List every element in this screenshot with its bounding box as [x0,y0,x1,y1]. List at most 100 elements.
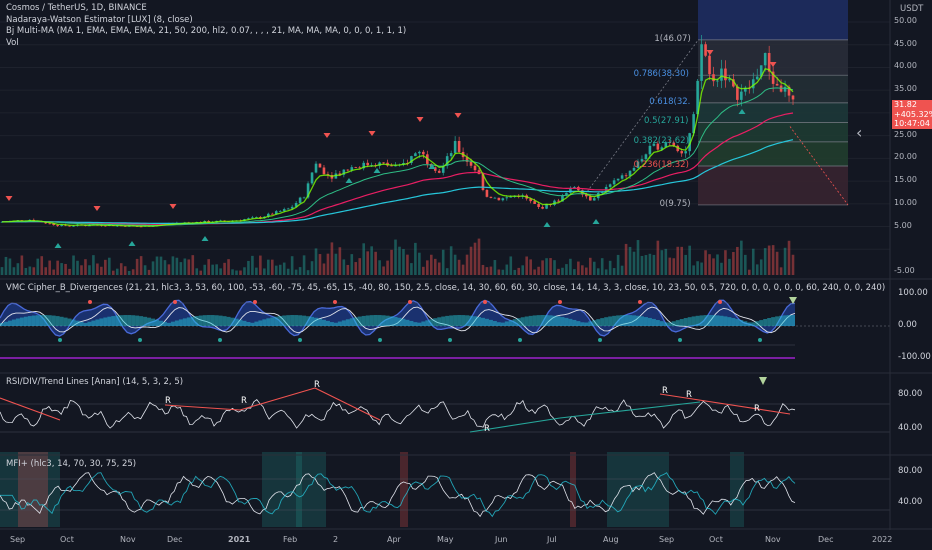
fib-label: 0.786(38.30) [633,69,689,80]
volume-bar [441,249,445,275]
cipher-mf-bar [357,316,362,326]
volume-bar [565,264,568,275]
volume-bar [215,264,218,275]
cipher-mf-bar [302,315,307,326]
volume-bar [414,242,417,275]
symbol-title[interactable]: Cosmos / TetherUS, 1D, BINANCE [6,3,147,13]
volume-bar [620,265,624,275]
candle-body [473,165,477,171]
volume-bar [628,246,632,275]
sell-signal-marker [769,62,777,67]
cipher-sell-dot [408,300,412,304]
candle-body [418,151,421,154]
cipher-mf-bar [318,318,322,326]
cipher-mf-bar [131,315,136,326]
buy-signal-marker [738,109,746,114]
cipher-pane-title[interactable]: VMC Cipher_B_Divergences (21, 21, hlc3, … [6,283,886,293]
candle-body [465,157,469,162]
volume-bar [163,260,167,275]
volume-bar [334,253,338,275]
candle-body [56,225,59,227]
candle-body [52,223,55,226]
cipher-mf-bar [421,321,426,326]
volume-bar [712,258,715,275]
candle-body [306,183,310,198]
nwe-line [1,68,794,227]
rsi-pane-title[interactable]: RSI/DIV/Trend Lines [Anan] (14, 5, 3, 2,… [6,377,184,387]
indicator-multima-label[interactable]: Bj Multi-MA (MA 1, EMA, EMA, EMA, 21, 50… [6,26,407,36]
volume-bar [350,254,354,275]
candle-body [68,225,71,227]
candle-body [588,196,592,201]
volume-bar [282,262,286,275]
mfi-pane-title[interactable]: MFI+ (hlc3, 14, 70, 30, 75, 25) [6,459,137,469]
cipher-mf-bar [254,321,259,326]
grid [0,21,890,250]
volume-bar [521,265,525,275]
candle-body [267,213,270,217]
buy-signal-marker [543,222,551,227]
cipher-mf-bar [222,316,227,326]
volume-bar [592,261,596,275]
cipher-mf-bar [715,315,720,326]
price-axis[interactable]: 50.0045.0040.0035.0030.0025.0020.0015.00… [890,0,932,278]
sell-signal-marker [368,131,376,136]
rsi-div-label-3: R [314,380,320,390]
candle-body [755,76,759,80]
price-tick: 25.00 [894,129,917,139]
candle-body [668,142,672,143]
cipher-mf-bar [528,315,533,326]
volume-bar [322,263,326,275]
cipher-mf-bar [0,323,4,326]
candle-body [724,68,727,81]
cipher-mf-bar [711,315,716,326]
cipher-mf-bar [47,315,52,326]
price-tick: 40.00 [894,61,917,71]
cipher-mf-bar [51,315,56,326]
collapse-arrow-icon[interactable]: ‹ [856,123,863,142]
cipher-mf-bar [397,317,402,326]
cipher-mf-bar [413,322,418,326]
candle-body [712,74,715,82]
ma200-line [2,139,794,224]
mfi-ob-zone [730,452,744,527]
mfi-ob-zone [0,452,60,527]
rsi-trend-line-bear [314,387,381,421]
volume-bar [648,253,652,275]
volume-bar [255,267,258,275]
cipher-mf-bar [512,319,517,326]
volume-bar [489,266,493,275]
cipher-mf-bar [453,315,458,326]
volume-bar [644,255,648,275]
indicator-volume-label[interactable]: Vol [6,37,19,48]
candle-body [672,142,676,146]
cipher-mf-bar [600,318,605,326]
cipher-mf-bar [469,315,474,326]
volume-bar [68,268,71,275]
candle-body [628,170,632,176]
volume-bar [60,263,63,275]
cipher-mf-bar [238,319,243,326]
cipher-mf-bar [226,316,231,326]
cipher-mf-bar [779,315,784,326]
volume-bar [175,257,179,275]
cipher-mf-bar [409,320,414,326]
cipher-mf-bar [298,315,303,326]
cipher-mf-bar [349,318,354,326]
volume-bar [294,269,298,275]
candle-body [310,172,314,184]
candle-body [322,167,326,175]
cipher-mf-bar [441,316,446,326]
volume-bar [111,270,115,275]
cipher-mf-bar [739,320,744,326]
volume-bar [251,255,254,275]
candle-body [533,201,536,204]
cipher-mf-bar [27,316,32,326]
cipher-mf-bar [294,315,299,326]
volume-bar [64,263,67,275]
volume-bar [211,264,214,275]
volume-bar [585,267,588,275]
indicator-nwe-label[interactable]: Nadaraya-Watson Estimator [LUX] (8, clos… [6,14,193,25]
cipher-mf-bar [536,315,541,326]
volume-bar [453,254,457,275]
